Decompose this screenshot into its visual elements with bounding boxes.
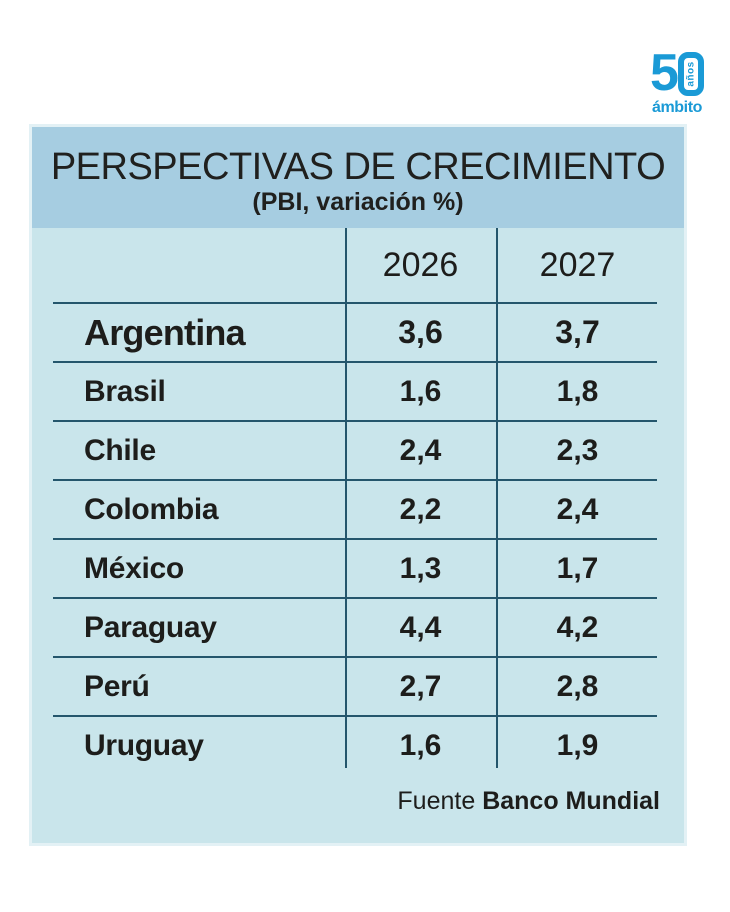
- value-2026: 2,7: [399, 669, 442, 703]
- value-2026: 2,2: [399, 492, 442, 526]
- table-row: Brasil 1,6 1,8: [32, 363, 684, 420]
- value-2027: 4,2: [556, 610, 599, 644]
- value-2026: 1,6: [399, 374, 442, 408]
- card-subtitle: (PBI, variación %): [252, 187, 464, 216]
- source-line: Fuente Banco Mundial: [397, 787, 660, 816]
- table-header-row: 2026 2027: [32, 228, 684, 302]
- value-2027: 2,3: [556, 433, 599, 467]
- row-divider: [53, 715, 657, 717]
- row-divider: [53, 538, 657, 540]
- table-row: Uruguay 1,6 1,9: [32, 717, 684, 774]
- column-divider-1: [345, 228, 347, 768]
- value-2026: 1,3: [399, 551, 442, 585]
- value-2027: 1,8: [556, 374, 599, 408]
- logo-anos-text: años: [685, 61, 697, 87]
- table-body: Argentina 3,6 3,7 Brasil 1,6 1,8 Chile 2…: [32, 304, 684, 774]
- card-title: PERSPECTIVAS DE CRECIMIENTO: [50, 145, 666, 188]
- country-name: Brasil: [84, 374, 166, 408]
- row-divider: [53, 479, 657, 481]
- year-column-2026: 2026: [382, 245, 459, 284]
- table-row: Colombia 2,2 2,4: [32, 481, 684, 538]
- country-name: Chile: [84, 433, 156, 467]
- value-2027: 2,4: [556, 492, 599, 526]
- value-2026: 4,4: [399, 610, 442, 644]
- column-divider-2: [496, 228, 498, 768]
- row-divider: [53, 361, 657, 363]
- value-2027: 3,7: [555, 314, 600, 350]
- header-divider: [53, 302, 657, 304]
- value-2027: 1,7: [556, 551, 599, 585]
- logo-brand-name: ámbito: [651, 99, 703, 116]
- card-header-band: PERSPECTIVAS DE CRECIMIENTO (PBI, variac…: [32, 127, 684, 228]
- country-name: Colombia: [84, 492, 219, 526]
- value-2027: 1,9: [556, 728, 599, 762]
- row-divider: [53, 656, 657, 658]
- table-row: Paraguay 4,4 4,2: [32, 599, 684, 656]
- country-name: Argentina: [84, 311, 246, 353]
- country-name: México: [84, 551, 184, 585]
- table-row: Chile 2,4 2,3: [32, 422, 684, 479]
- year-column-2027: 2027: [539, 245, 616, 284]
- value-2026: 1,6: [399, 728, 442, 762]
- value-2026: 3,6: [398, 314, 443, 350]
- table-row: Perú 2,7 2,8: [32, 658, 684, 715]
- country-name: Uruguay: [84, 728, 204, 762]
- table-row: Argentina 3,6 3,7: [32, 304, 684, 361]
- table-row: México 1,3 1,7: [32, 540, 684, 597]
- table: 2026 2027 Argentina 3,6 3,7 Brasil 1,6 1…: [32, 228, 684, 774]
- source-prefix: Fuente: [397, 787, 476, 815]
- ambito-50-logo: 5 años ámbito: [641, 44, 713, 117]
- source-name: Banco Mundial: [482, 787, 660, 815]
- logo-digit-5: 5: [650, 44, 679, 102]
- value-2026: 2,4: [399, 433, 442, 467]
- logo-number-50: 5 años: [641, 44, 713, 102]
- country-name: Perú: [84, 669, 150, 703]
- country-name: Paraguay: [84, 610, 217, 644]
- growth-table-card: PERSPECTIVAS DE CRECIMIENTO (PBI, variac…: [32, 127, 684, 843]
- row-divider: [53, 420, 657, 422]
- logo-digit-0-badge: años: [677, 52, 704, 96]
- row-divider: [53, 597, 657, 599]
- value-2027: 2,8: [556, 669, 599, 703]
